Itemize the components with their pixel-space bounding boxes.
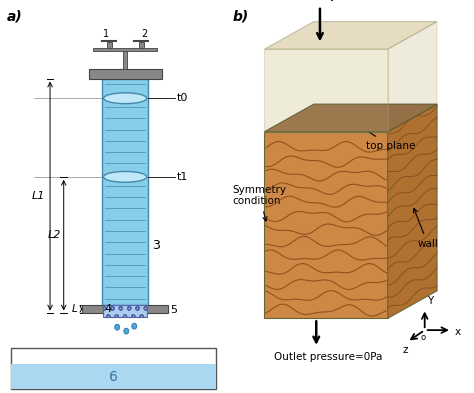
Bar [123,51,128,69]
Bar [11,348,216,389]
Bar [82,305,168,314]
Text: 5: 5 [171,305,178,315]
Text: Y: Y [427,296,433,305]
Text: o: o [421,333,426,342]
Text: Outlet pressure=0Pa: Outlet pressure=0Pa [274,352,383,362]
Ellipse shape [103,171,147,182]
Polygon shape [388,22,437,132]
Text: b): b) [232,10,249,24]
Bar [107,42,112,48]
Text: a): a) [7,10,23,24]
Text: z: z [402,345,408,355]
Text: 4: 4 [104,304,111,314]
Text: L2: L2 [48,230,61,240]
Text: 1: 1 [103,29,109,39]
Bar [102,79,148,305]
Text: top plane: top plane [356,124,415,151]
Polygon shape [264,49,388,132]
Bar [89,69,162,79]
Ellipse shape [124,328,129,334]
Polygon shape [264,104,437,132]
Text: Inlet velocity=0.01m/s: Inlet velocity=0.01m/s [269,0,388,1]
Bar [93,48,157,51]
Bar [11,364,216,389]
Text: 6: 6 [109,370,118,384]
Polygon shape [264,22,437,49]
Ellipse shape [132,323,137,329]
Text: wall: wall [413,208,438,249]
Text: 2: 2 [141,29,147,39]
Ellipse shape [103,93,147,104]
Text: 3: 3 [153,239,160,252]
Bar [103,305,147,318]
Text: L: L [72,304,78,314]
Text: t0: t0 [176,93,188,103]
Text: x: x [454,327,460,338]
Bar [138,42,144,48]
Text: t1: t1 [176,172,188,182]
Text: L1: L1 [32,191,46,201]
Ellipse shape [115,324,119,330]
Polygon shape [388,104,437,318]
Polygon shape [264,132,388,318]
Text: Symmetry
condition: Symmetry condition [232,185,286,221]
